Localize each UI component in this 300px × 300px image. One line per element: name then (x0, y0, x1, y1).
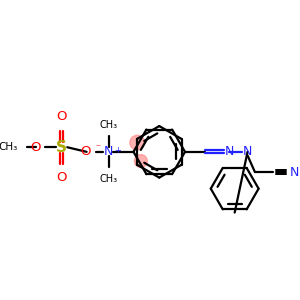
Text: N: N (243, 145, 252, 158)
Text: +: + (114, 146, 121, 154)
Text: N: N (104, 145, 113, 158)
Text: O: O (81, 145, 91, 158)
Text: N: N (225, 145, 234, 158)
Text: O: O (30, 141, 40, 154)
Text: O: O (56, 171, 67, 184)
Text: S: S (56, 140, 67, 155)
Text: N: N (290, 166, 299, 178)
Text: CH₃: CH₃ (100, 120, 118, 130)
Text: ⁻: ⁻ (95, 143, 100, 153)
Circle shape (134, 154, 147, 167)
Circle shape (130, 135, 145, 150)
Text: O: O (56, 110, 67, 123)
Text: CH₃: CH₃ (0, 142, 18, 152)
Text: CH₃: CH₃ (100, 174, 118, 184)
